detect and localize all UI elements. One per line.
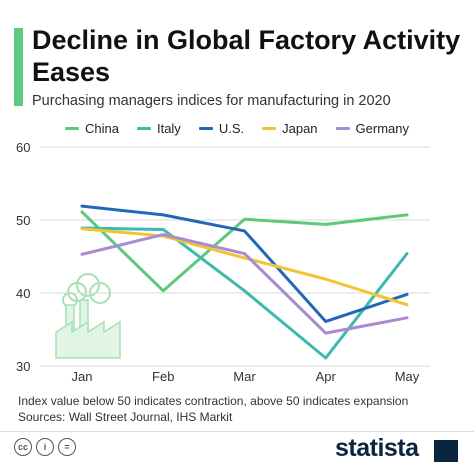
person-icon[interactable]: i xyxy=(36,438,54,456)
legend-swatch xyxy=(262,127,277,130)
legend-label: China xyxy=(85,121,119,136)
y-tick-label: 50 xyxy=(16,213,30,228)
footnote-sources: Sources: Wall Street Journal, IHS Markit xyxy=(18,410,233,424)
statista-logo-mark xyxy=(434,440,458,462)
series-line-japan xyxy=(80,227,409,307)
legend-swatch xyxy=(65,127,79,130)
footnote-note: Index value below 50 indicates contracti… xyxy=(18,394,409,408)
legend-label: Germany xyxy=(355,121,409,136)
chart-subtitle: Purchasing managers indices for manufact… xyxy=(32,93,391,109)
series-line-us xyxy=(80,204,409,323)
y-tick-label: 60 xyxy=(16,140,30,155)
x-tick-label: Jan xyxy=(72,369,93,384)
legend-label: Italy xyxy=(156,121,181,136)
legend-item: China xyxy=(65,121,119,136)
legend-item: Germany xyxy=(335,121,409,136)
equals-icon[interactable]: = xyxy=(58,438,76,456)
legend-swatch xyxy=(198,127,213,130)
line-chart: 30 40 50 60 Jan Feb Mar Apr May xyxy=(16,140,430,384)
cc-icon[interactable]: cc xyxy=(14,438,32,456)
series-line-china xyxy=(80,210,409,293)
x-tick-label: May xyxy=(395,369,420,384)
legend-swatch xyxy=(335,127,350,130)
legend-label: Japan xyxy=(282,121,318,136)
license-icons: cc i = xyxy=(14,438,76,456)
legend-swatch xyxy=(136,127,151,130)
footnote: Index value below 50 indicates contracti… xyxy=(18,393,468,425)
series-line-italy xyxy=(80,226,409,360)
footer-divider xyxy=(0,431,474,432)
legend-item: Italy xyxy=(136,121,181,136)
x-tick-label: Apr xyxy=(316,369,337,384)
y-tick-label: 30 xyxy=(16,359,30,374)
legend-item: U.S. xyxy=(198,121,245,136)
title-accent-bar xyxy=(14,28,23,106)
y-tick-label: 40 xyxy=(16,286,30,301)
series-line-germany xyxy=(80,233,409,335)
factory-icon xyxy=(55,273,121,359)
chart-title: Decline in Global Factory Activity Eases xyxy=(32,25,461,87)
legend-label: U.S. xyxy=(218,121,245,136)
legend-item: Japan xyxy=(262,121,318,136)
x-tick-label: Feb xyxy=(152,369,174,384)
x-tick-label: Mar xyxy=(233,369,256,384)
statista-logo-text[interactable]: statista xyxy=(335,434,419,462)
chart-legend: China Italy U.S. Japan Germany xyxy=(0,121,474,136)
